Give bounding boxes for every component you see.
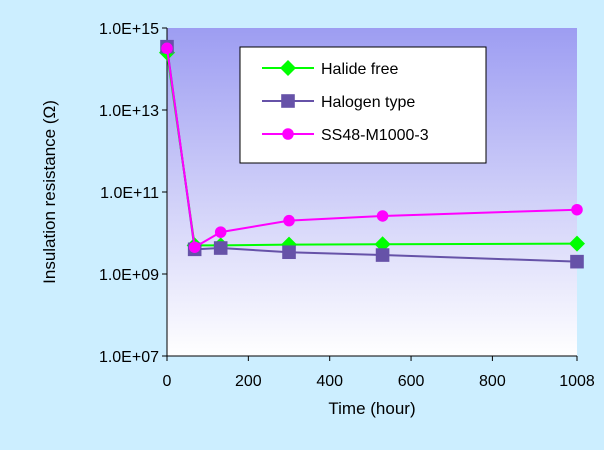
legend-label: SS48-M1000-3 — [321, 127, 429, 144]
y-tick-label: 1.0E+07 — [99, 349, 159, 366]
series-ss48-m1000-3 — [161, 42, 583, 253]
legend-swatch-marker — [282, 128, 294, 140]
x-tick-label: 400 — [316, 373, 343, 390]
legend: Halide free Halogen type SS48-M1000-3 — [239, 46, 487, 164]
data-point-halide-free — [569, 235, 585, 252]
y-tick-label: 1.0E+13 — [99, 103, 159, 120]
x-tick-label: 200 — [235, 373, 262, 390]
data-point-halogen-type — [570, 254, 584, 269]
legend-box — [239, 46, 487, 164]
legend-label: Halide free — [321, 61, 398, 78]
data-point-ss48-m1000-3 — [214, 226, 227, 238]
y-tick-label: 1.0E+09 — [99, 267, 159, 284]
legend-swatch-marker — [280, 60, 296, 76]
data-point-ss48-m1000-3 — [283, 214, 295, 227]
data-point-ss48-m1000-3 — [571, 203, 583, 216]
x-tick-label: 600 — [398, 373, 425, 390]
data-point-halogen-type — [282, 245, 296, 260]
x-axis-title: Time (hour) — [328, 399, 415, 418]
x-tick-label: 0 — [163, 373, 172, 390]
legend-label: Halogen type — [321, 94, 415, 111]
series-line-ss48-m1000-3 — [166, 48, 578, 249]
legend-item-halogen-type: Halogen type — [262, 94, 415, 111]
x-axis-ticks: 0 200 400 600 800 1008 — [163, 356, 595, 390]
y-tick-label: 1.0E+15 — [99, 21, 159, 38]
legend-item-halide-free: Halide free — [262, 60, 398, 78]
y-axis-ticks: 1.0E+07 1.0E+09 1.0E+11 1.0E+13 1.0E+15 — [99, 21, 167, 366]
series-layer — [159, 39, 585, 269]
y-tick-label: 1.0E+11 — [100, 185, 159, 202]
x-tick-label: 800 — [479, 373, 506, 390]
data-point-halogen-type — [213, 241, 228, 255]
data-point-ss48-m1000-3 — [161, 42, 173, 55]
y-axis-title: Insulation resistance (Ω) — [40, 100, 59, 284]
data-point-ss48-m1000-3 — [376, 210, 389, 222]
data-point-halogen-type — [375, 248, 390, 262]
legend-swatch-marker — [281, 94, 295, 108]
data-point-ss48-m1000-3 — [188, 241, 201, 253]
x-tick-label: 1008 — [559, 373, 595, 390]
legend-item-ss48-m1000-3: SS48-M1000-3 — [262, 127, 429, 144]
